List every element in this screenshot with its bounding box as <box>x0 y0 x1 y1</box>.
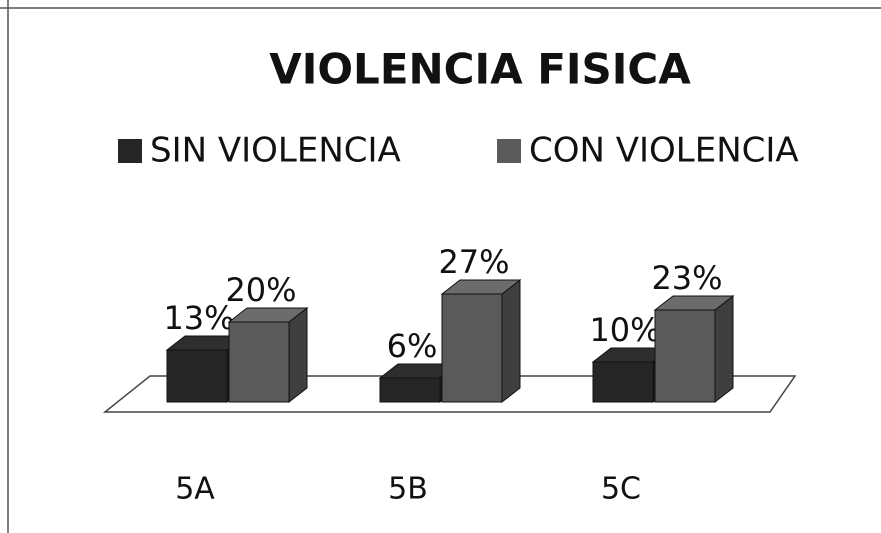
bar-front <box>592 361 654 403</box>
data-label: 23% <box>651 259 722 297</box>
data-label: 20% <box>225 271 296 309</box>
bar <box>440 278 522 404</box>
bar-front <box>228 321 290 403</box>
legend-label: CON VIOLENCIA <box>529 131 799 171</box>
x-tick-label: 5B <box>388 472 428 507</box>
data-label: 27% <box>438 243 509 281</box>
chart-title: VIOLENCIA FISICA <box>269 45 691 94</box>
x-tick-label: 5C <box>601 472 641 507</box>
bar-side <box>714 294 734 404</box>
legend-swatch <box>118 139 142 163</box>
bar-front <box>654 309 716 403</box>
legend-label: SIN VIOLENCIA <box>150 131 401 171</box>
x-tick-label: 5A <box>175 472 215 507</box>
bar-front <box>379 377 441 403</box>
bar-side <box>501 278 521 404</box>
bar <box>653 294 735 404</box>
data-label: 6% <box>387 327 438 365</box>
bar <box>227 306 309 404</box>
legend-swatch <box>497 139 521 163</box>
bar-side <box>288 306 308 404</box>
data-label: 13% <box>163 299 234 337</box>
bar-front <box>166 349 228 403</box>
bar-front <box>441 293 503 403</box>
data-label: 10% <box>589 311 660 349</box>
